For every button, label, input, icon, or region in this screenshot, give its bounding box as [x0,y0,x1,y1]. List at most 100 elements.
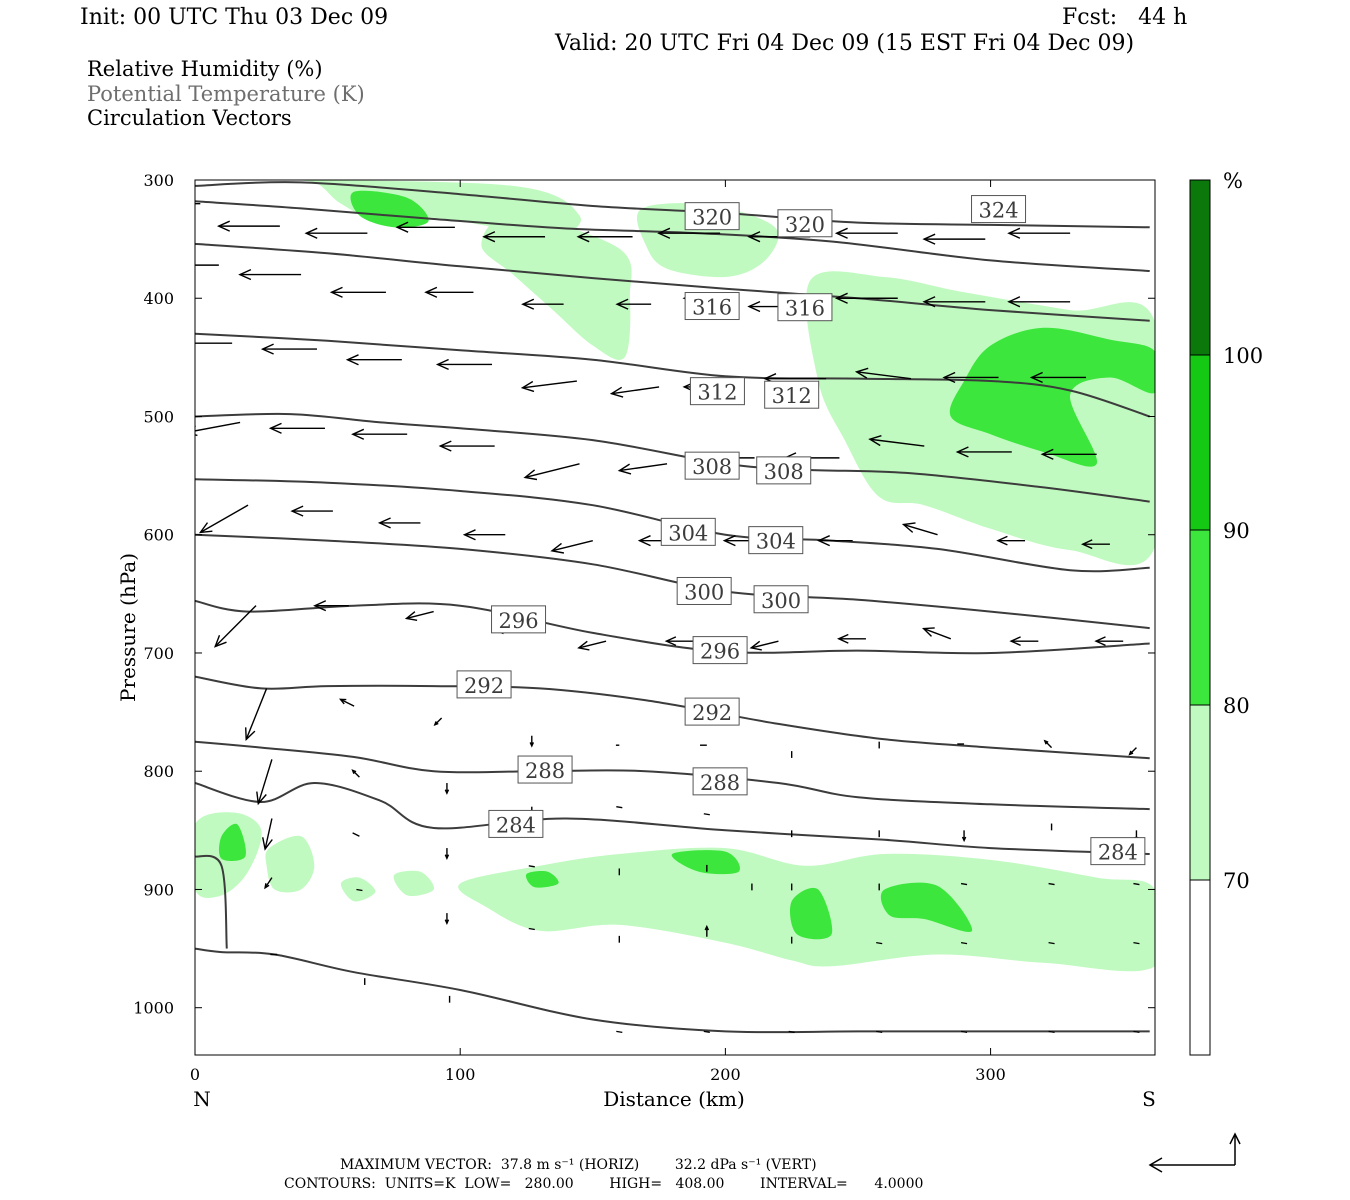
vector-arrow [921,627,952,640]
colorbar: 70 80 90 100% [1189,169,1263,1056]
legend-circulation-vectors: Circulation Vectors [87,106,292,130]
vector-arrow [304,227,368,239]
theta-label: 312 [689,377,745,406]
vector-arrow [960,882,968,886]
max-vector-note: MAXIMUM VECTOR: 37.8 m s⁻¹ (HORIZ) 32.2 … [340,1157,817,1173]
vector-arrow [462,529,506,541]
legend-relative-humidity: Relative Humidity (%) [87,57,323,81]
colorbar-label: 100 [1223,344,1263,368]
svg-text:320: 320 [785,213,825,237]
vector-arrow [256,759,273,806]
theta-label: 304 [748,526,804,555]
vector-arrow [922,296,986,308]
vector-arrow [329,286,386,298]
vector-arrow [528,927,535,931]
vector-arrow [996,535,1026,546]
north-label: N [193,1087,211,1111]
x-tick-label: 0 [190,1065,200,1084]
vector-arrow [834,292,898,304]
vector-arrow [1048,1030,1055,1033]
plot-frame [194,179,1156,1056]
init-time: Init: 00 UTC Thu 03 Dec 09 [80,5,389,30]
svg-text:300: 300 [761,589,801,613]
vector-arrow [195,421,241,437]
vector-arrow [195,264,219,266]
vector-arrow [922,233,986,245]
vector-arrow [1007,227,1071,239]
vector-arrow [195,342,233,344]
colorbar-segment [1189,879,1211,1056]
axis-layer: 300 400 500 600 700 800 900 1000 0 100 200 300 Dista… [116,171,1156,1111]
y-tick-label: 900 [143,880,174,899]
vector-arrow [617,463,668,475]
vector-arrow [216,220,280,232]
svg-text:288: 288 [700,771,740,795]
theta-label: 300 [753,585,809,614]
vector-arrow [955,446,1012,458]
vector-arrow [961,830,967,843]
y-tick-label: 300 [143,171,174,190]
theta-label: 288 [692,767,748,796]
vector-arrow [1043,739,1053,749]
reference-vector-icon [1148,1132,1241,1173]
theta-label: 324 [971,195,1027,224]
vector-arrow [1133,1030,1140,1033]
svg-text:308: 308 [692,455,732,479]
svg-text:296: 296 [498,609,538,633]
vector-arrow [198,504,249,534]
rh-region-70 [393,870,435,897]
vector-arrow [395,221,455,233]
svg-text:308: 308 [764,460,804,484]
theta-contour-324 [195,181,1150,229]
vector-arrow [264,877,273,890]
rh-region-70 [481,215,632,360]
svg-text:316: 316 [692,296,732,320]
vector-arrow [433,717,443,726]
theta-label: 308 [684,451,740,480]
svg-text:292: 292 [464,674,504,698]
vector-arrow [550,539,593,554]
vector-arrow [788,1030,795,1033]
forecast-hour: Fcst: 44 h [1062,5,1188,30]
theta-label: 296 [491,605,547,634]
vector-arrow [1029,371,1087,384]
y-tick-label: 800 [143,762,174,781]
svg-text:292: 292 [692,701,732,725]
vector-arrow [1133,882,1140,886]
theta-contour-300 [195,533,1150,630]
vector-arrow [356,888,363,892]
vector-arrow [345,354,402,366]
vector-arrow [438,440,495,452]
vector-arrow [377,517,421,529]
svg-text:316: 316 [785,297,825,321]
theta-label: 292 [684,697,740,726]
rh-region-80 [525,871,559,888]
vector-arrow [664,636,694,647]
rh-region-80 [350,190,429,228]
vector-arrow [268,422,325,434]
x-tick-label: 100 [445,1065,476,1084]
svg-text:300: 300 [684,580,724,604]
theta-label: 292 [456,670,512,699]
vector-arrow [616,1030,623,1033]
vector-arrow [435,358,493,371]
vector-arrow [444,848,450,861]
vector-arrow [576,231,633,243]
valid-time: Valid: 20 UTC Fri 04 Dec 09 (15 EST Fri … [555,31,1135,56]
theta-label: 320 [684,202,740,231]
theta-contour-276 [195,947,1150,1034]
vector-arrow [703,813,710,816]
vector-arrow [942,371,999,384]
vector-arrow [351,428,408,440]
vector-arrow [901,522,938,536]
theta-contour-292 [195,675,1150,760]
rh-region-80 [949,327,1155,467]
theta-contour-284 [195,781,1150,855]
svg-text:320: 320 [692,206,732,230]
vector-arrow [521,298,564,310]
contour-info: CONTOURS: UNITS=K LOW= 280.00 HIGH= 408.… [284,1176,924,1192]
colorbar-label: 70 [1223,869,1250,893]
vector-arrow [1048,882,1055,886]
vector-arrow [290,505,333,517]
